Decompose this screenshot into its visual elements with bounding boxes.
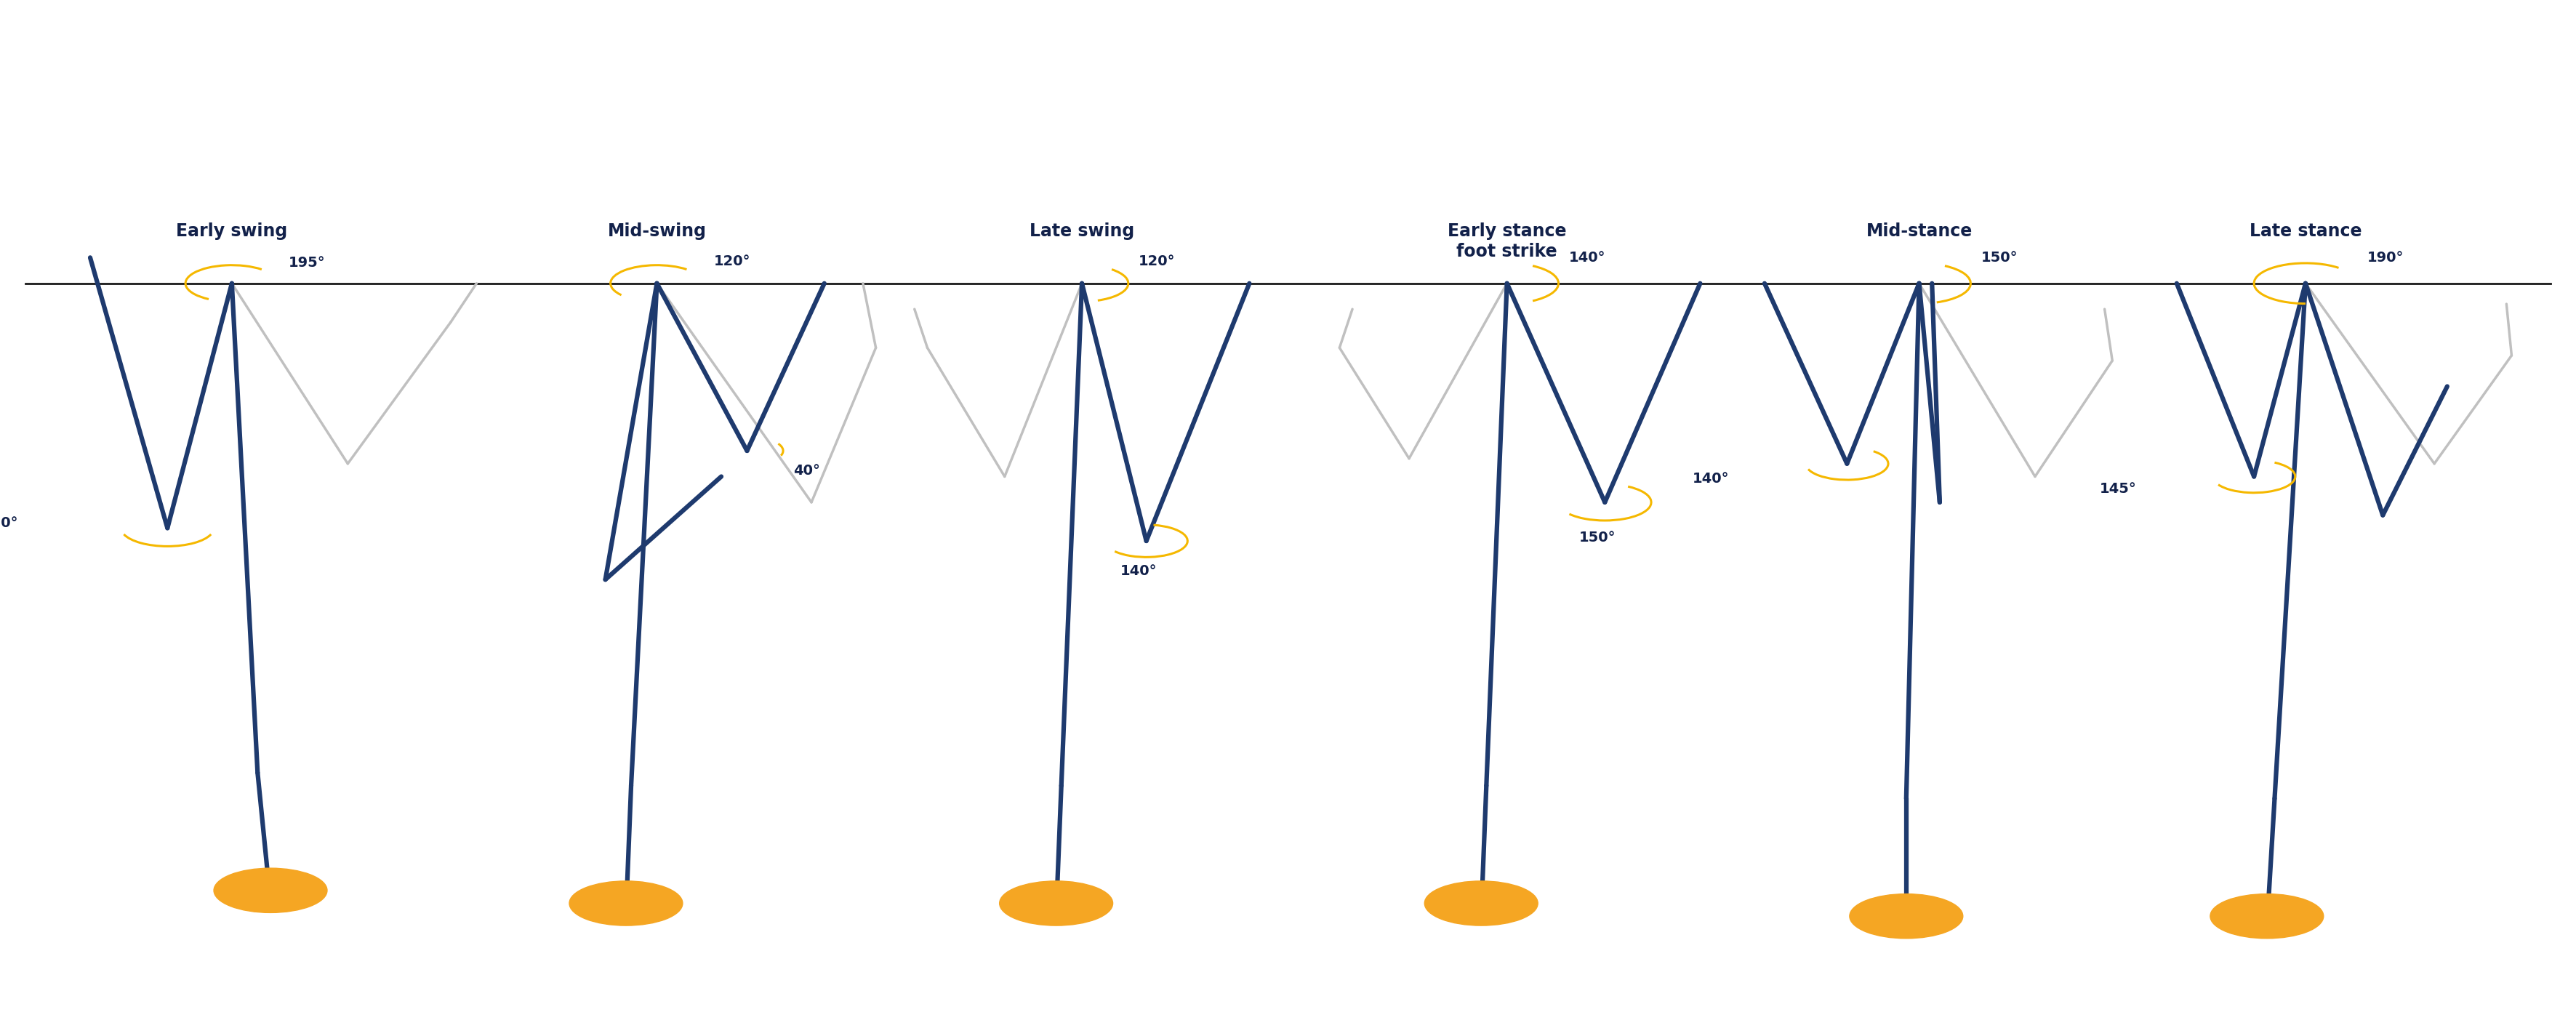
Circle shape (2210, 894, 2324, 938)
Text: 150°: 150° (1981, 251, 2017, 265)
Text: 150°: 150° (1579, 531, 1615, 544)
Text: Mid-swing: Mid-swing (608, 223, 706, 240)
Circle shape (1850, 894, 1963, 938)
Text: 140°: 140° (1569, 251, 1605, 265)
Text: Late stance: Late stance (2249, 223, 2362, 240)
Text: Early stance
foot strike: Early stance foot strike (1448, 223, 1566, 260)
Text: 145°: 145° (2099, 482, 2136, 496)
Circle shape (1425, 881, 1538, 926)
Text: 190°: 190° (2367, 251, 2403, 265)
Text: Early swing: Early swing (175, 223, 289, 240)
Text: 120°: 120° (1139, 254, 1175, 268)
Circle shape (569, 881, 683, 926)
Text: 40°: 40° (793, 465, 819, 478)
Text: 195°: 195° (289, 256, 325, 270)
Text: Mid-stance: Mid-stance (1865, 223, 1973, 240)
Text: 140°: 140° (1121, 565, 1157, 578)
Circle shape (214, 868, 327, 913)
Circle shape (999, 881, 1113, 926)
Text: 120°: 120° (714, 254, 750, 268)
Text: Late swing: Late swing (1030, 223, 1133, 240)
Text: 140°: 140° (1692, 472, 1728, 486)
Text: 120°: 120° (0, 516, 18, 530)
